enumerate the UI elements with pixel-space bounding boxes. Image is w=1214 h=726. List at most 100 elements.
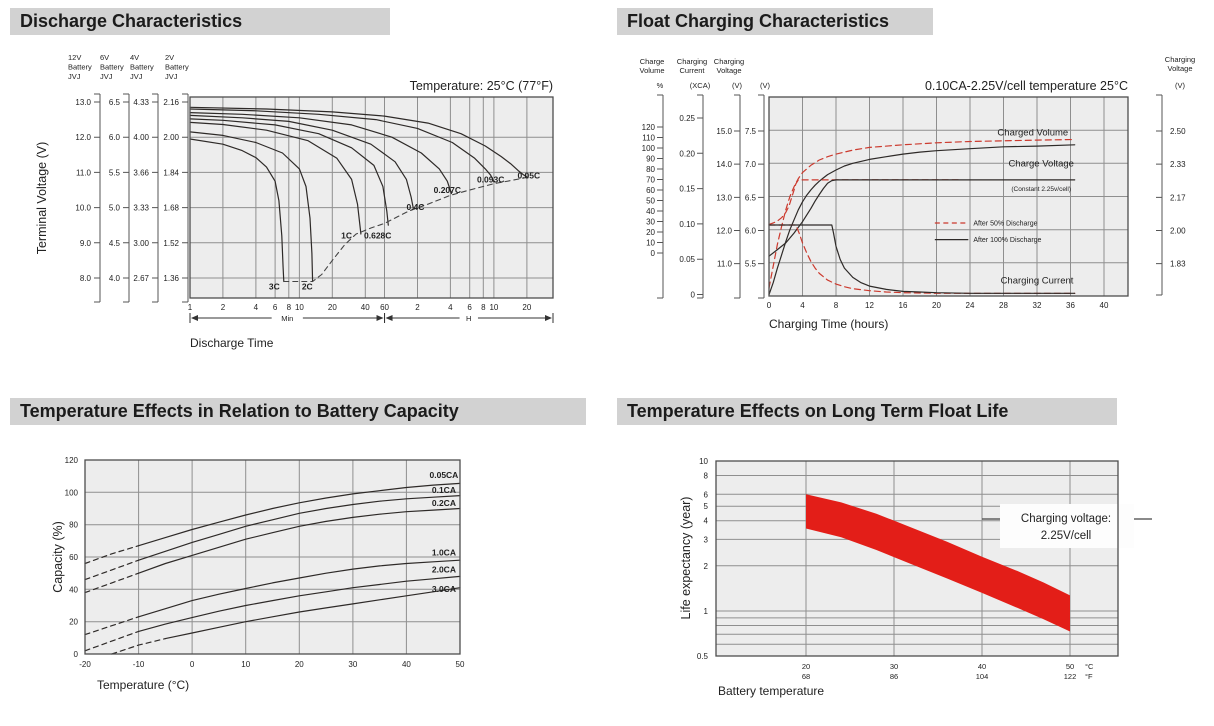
section-float-charging: Charge Volume% 120 110 100 90 80 70 60 50 40 30 20 10… (607, 0, 1214, 390)
ca-rate-label: 0.2CA (432, 498, 456, 508)
axis-tick-label: 0.15 (679, 185, 695, 194)
x-tick-label: 40 (361, 303, 370, 312)
voltage-tick-label: 3.66 (133, 168, 149, 177)
x-tick-label: 10 (295, 303, 304, 312)
x-tick-label: 10 (489, 303, 498, 312)
c-rate-label: 2C (302, 281, 313, 291)
x-tick-label: 12 (865, 301, 874, 310)
voltage-tick-label: 5.5 (109, 168, 121, 177)
x-axis-label: Charging Time (hours) (769, 317, 888, 331)
axis-tick-label: 15.0 (716, 127, 732, 136)
temperature-capacity-plot: 0.05CA 0.1CA 0.2CA 1.0CA 2.0CA 3.0CA 0 20 40 60 80… (51, 456, 465, 692)
x-axis-label: Discharge Time (190, 336, 274, 350)
axis-tick-label: 6.0 (745, 227, 757, 236)
float-life-band (806, 494, 1070, 632)
ca-rate-label: 3.0CA (432, 584, 456, 594)
y-tick-label: 20 (69, 618, 78, 627)
discharge-curve-0.4C (189, 114, 414, 209)
axis-tick-label: 30 (646, 218, 655, 227)
discharge-curve-0.628C (189, 118, 389, 226)
voltage-tick-label: 9.0 (80, 239, 92, 248)
discharge-curve-0.207C (189, 112, 452, 195)
x-unit-celsius: °C (1085, 662, 1094, 671)
discharge-curve-0.093C (189, 108, 495, 183)
voltage-column-header: JVJ (130, 72, 143, 81)
voltage-tick-label: 5.0 (109, 204, 121, 213)
y-tick-label: 0 (74, 650, 79, 659)
x-tick-label: 8 (287, 303, 292, 312)
x-tick-label: 6 (467, 303, 472, 312)
x-tick-celsius: 50 (1066, 662, 1074, 671)
voltage-tick-label: 1.36 (163, 274, 179, 283)
axis-tick-label: 1.83 (1170, 260, 1186, 269)
ca-rate-label: 2.0CA (432, 564, 456, 574)
axis-tick-label: 0.20 (679, 149, 695, 158)
axis-tick-label: 12.0 (716, 227, 732, 236)
axis-tick-label: 0.05 (679, 255, 695, 264)
axis-unit: (V) (760, 81, 771, 90)
capacity-curve-0.05CA (84, 482, 461, 565)
discharge-curve-1C (189, 121, 362, 235)
x-tick-fahrenheit: 68 (802, 672, 810, 681)
voltage-tick-label: 1.68 (163, 204, 179, 213)
axis-header: Charging (1165, 55, 1195, 64)
axis-tick-label: 13.0 (716, 193, 732, 202)
y-tick-label: 60 (69, 553, 78, 562)
x-tick-label: 36 (1066, 301, 1075, 310)
voltage-tick-label: 3.33 (133, 204, 149, 213)
y-tick-label: 80 (69, 521, 78, 530)
x-tick-label: 20 (295, 660, 304, 669)
axis-tick-label: 110 (642, 134, 655, 143)
x-tick-label: 1 (188, 303, 193, 312)
x-tick-label: 30 (348, 660, 357, 669)
x-unit-span-label: H (466, 314, 471, 323)
voltage-tick-label: 4.00 (133, 133, 149, 142)
axis-tick-label: 10 (646, 239, 655, 248)
float-life-plot: Charging voltage:2.25V/cell1086543210.52… (679, 457, 1152, 698)
axis-unit: % (657, 81, 664, 90)
axis-unit: (V) (732, 81, 743, 90)
axis-tick-label: 100 (642, 144, 656, 153)
voltage-tick-label: 4.5 (109, 239, 121, 248)
discharge-characteristics-chart: 12VBatteryJVJ13.012.011.010.09.08.06VBat… (35, 53, 554, 350)
axis-tick-label: 7.5 (745, 127, 757, 136)
y-tick-label: 3 (704, 535, 709, 544)
float-curve (768, 179, 963, 225)
c-rate-label: 0.207C (434, 185, 461, 195)
capacity-curve-2.0CA (84, 575, 461, 652)
float-curve (768, 179, 1076, 257)
axis-tick-label: 0.25 (679, 114, 695, 123)
ca-rate-label: 0.1CA (432, 485, 456, 495)
y-tick-label: 2 (704, 562, 709, 571)
axis-tick-label: 2.00 (1170, 227, 1186, 236)
voltage-column-header: 4V (130, 53, 139, 62)
curve-label: Charging Current (1001, 275, 1074, 286)
c-rate-label: 0.4C (406, 202, 424, 212)
voltage-column-header: JVJ (165, 72, 178, 81)
axis-header: Charging (714, 57, 744, 66)
x-tick-label: 40 (402, 660, 411, 669)
voltage-tick-label: 2.67 (133, 274, 149, 283)
y-tick-label: 0.5 (697, 652, 709, 661)
axis-tick-label: 14.0 (716, 160, 732, 169)
axis-tick-label: 6.5 (745, 193, 757, 202)
voltage-tick-label: 1.52 (163, 239, 179, 248)
annotation-text: 2.25V/cell (1041, 530, 1092, 542)
float-charging-plot: ChargeVolume%120110100908070605040302010… (639, 55, 1195, 331)
y-tick-label: 10 (699, 457, 708, 466)
axis-header: Charge (640, 57, 665, 66)
capacity-curve-3.0CA (111, 587, 461, 655)
x-tick-label: 28 (999, 301, 1008, 310)
axis-tick-label: 80 (646, 165, 655, 174)
x-tick-label: 8 (481, 303, 486, 312)
c-rate-label: 1C (341, 231, 352, 241)
x-tick-fahrenheit: 104 (976, 672, 989, 681)
x-tick-label: 4 (448, 303, 453, 312)
discharge-plot: 12VBatteryJVJ13.012.011.010.09.08.06VBat… (35, 53, 554, 350)
x-unit-fahrenheit: °F (1085, 672, 1093, 681)
legend-label: After 100% Discharge (973, 237, 1041, 244)
section-title-temp-capacity: Temperature Effects in Relation to Batte… (10, 398, 586, 425)
voltage-column-header: Battery (165, 63, 189, 72)
x-tick-label: 60 (380, 303, 389, 312)
x-tick-label: 50 (456, 660, 465, 669)
